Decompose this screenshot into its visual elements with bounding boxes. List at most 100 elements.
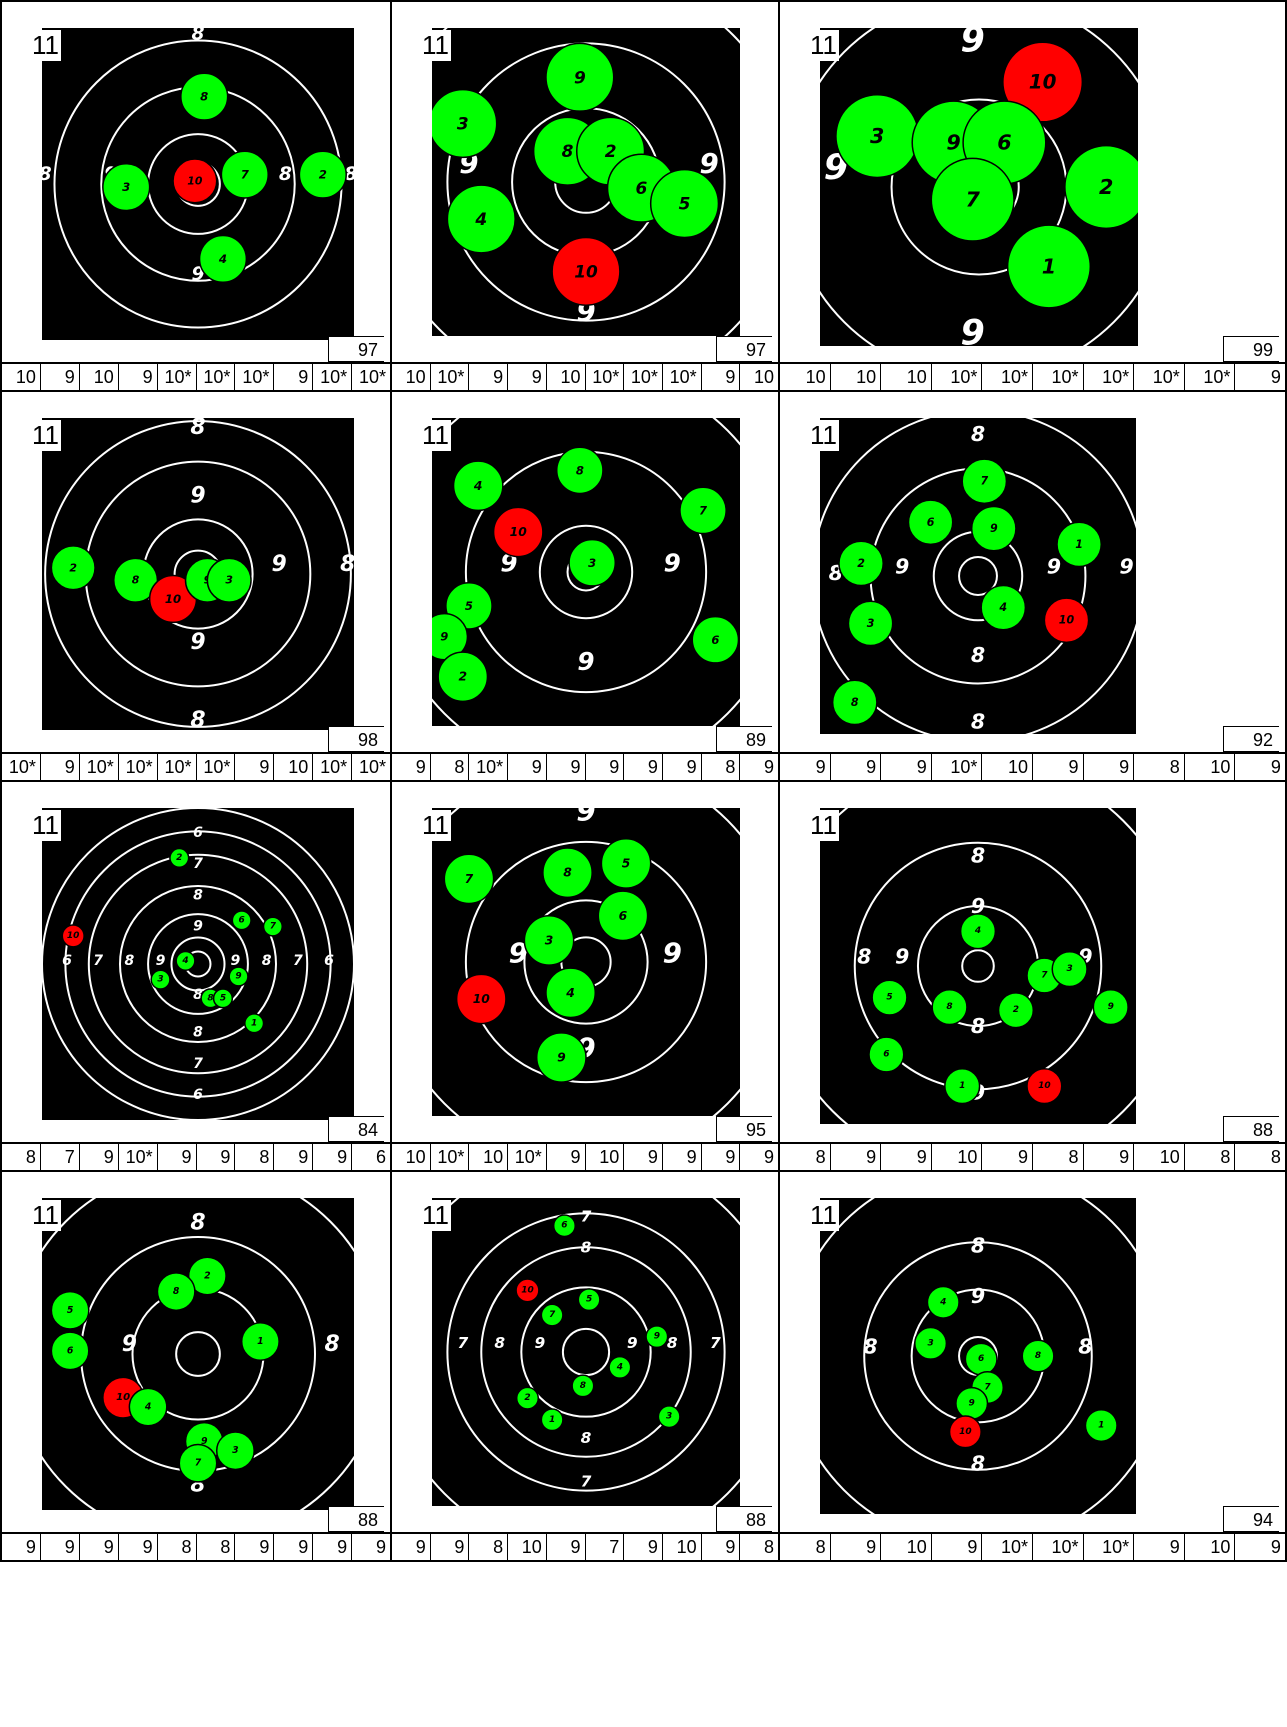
ring-number: 9 <box>895 945 909 969</box>
ring-number: 8 <box>190 415 205 440</box>
last-shot-hole <box>1043 597 1090 644</box>
shot-hole <box>930 157 1015 242</box>
shot-number: 2 <box>1099 175 1113 199</box>
ring-number: 6 <box>193 825 203 841</box>
ring-number: 8 <box>581 1238 592 1256</box>
series-score: 88 <box>328 1506 384 1532</box>
shot-value: 10* <box>1033 1534 1084 1560</box>
target-card: 8989989473582961101188899109891088 <box>780 782 1287 1172</box>
scoring-ring <box>958 556 998 596</box>
shot-value: 9 <box>702 364 741 390</box>
series-score: 97 <box>328 336 384 362</box>
shot-hole <box>535 1032 587 1083</box>
shot-hole <box>1006 224 1092 309</box>
series-label: 11 <box>30 1200 61 1231</box>
shot-value: 8 <box>702 754 741 780</box>
shot-number: 1 <box>1042 255 1056 279</box>
shot-hole <box>931 988 968 1026</box>
shot-number: 4 <box>181 956 188 966</box>
shot-value: 10* <box>158 364 197 390</box>
ring-number: 9 <box>960 21 984 61</box>
shot-value: 9 <box>780 754 831 780</box>
shot-number: 6 <box>239 915 245 925</box>
shot-hole <box>691 615 740 664</box>
ring-number: 7 <box>581 1472 592 1490</box>
shot-hole <box>298 150 347 199</box>
shot-number: 10 <box>473 992 491 1006</box>
series-label: 11 <box>30 810 61 841</box>
scoring-ring <box>464 840 708 1084</box>
shot-value: 9 <box>764 1147 775 1167</box>
ring-number: 9 <box>272 552 287 577</box>
shot-number: 5 <box>586 1295 592 1305</box>
series-label: 11 <box>420 810 451 841</box>
shot-value: 10 <box>780 364 831 390</box>
series-score: 84 <box>328 1116 384 1142</box>
shot-value: 9 <box>158 1144 197 1170</box>
shot-hole <box>178 1443 218 1483</box>
ring-number: 8 <box>193 887 203 903</box>
target-card: 8889988310724119710910910*10*10*910*10* <box>0 0 392 392</box>
shot-hole <box>515 1386 540 1410</box>
shot-number: 10 <box>521 1285 534 1295</box>
shot-value: 9 <box>1134 1534 1185 1560</box>
shot-number: 9 <box>440 630 448 644</box>
shot-number: 9 <box>201 1436 208 1447</box>
shot-value: 9 <box>547 1534 586 1560</box>
shot-hole <box>540 1303 564 1327</box>
shot-number: 9 <box>574 67 586 87</box>
shot-hole <box>128 1387 168 1427</box>
shot-number: 3 <box>225 574 233 587</box>
shot-hole <box>970 505 1017 552</box>
shot-value: 10 <box>2 364 41 390</box>
shot-value: 8 <box>1134 754 1185 780</box>
ring-number: 9 <box>960 313 984 353</box>
shot-value: 10* <box>313 754 353 780</box>
shot-hole <box>980 584 1027 631</box>
shot-number: 8 <box>1035 1351 1041 1361</box>
shot-value: 10* <box>2 754 41 780</box>
shot-value: 9 <box>313 1534 353 1560</box>
ring-number: 8 <box>190 708 205 733</box>
ring-number: 9 <box>534 1334 545 1352</box>
shot-hole <box>231 910 252 931</box>
ring-number: 9 <box>122 1332 137 1357</box>
shot-value: 10* <box>1033 364 1084 390</box>
shot-value: 9 <box>702 1144 741 1170</box>
shot-number: 5 <box>886 993 892 1003</box>
series-score: 99 <box>1223 336 1279 362</box>
shot-value: 8 <box>197 1534 236 1560</box>
shot-hole <box>1064 144 1138 230</box>
target-card: 9 9 9 9 7 8 5 6 3 4 10 9 11 95 10 10* 10 10* 9 10 9 9 9 9 <box>392 782 780 1172</box>
shot-number: 2 <box>204 1271 211 1282</box>
shot-value: 9 <box>547 1144 586 1170</box>
shot-number: 6 <box>636 178 648 198</box>
scoring-ring <box>87 853 309 1075</box>
shot-value: 10* <box>624 364 663 390</box>
ring-number: 8 <box>863 1335 877 1359</box>
shot-value: 9 <box>1270 367 1281 387</box>
shot-value: 10 <box>547 364 586 390</box>
shot-number: 3 <box>122 180 130 194</box>
shot-value: 8 <box>2 1144 41 1170</box>
shot-value: 10 <box>1185 754 1236 780</box>
shot-value: 8 <box>1033 1144 1084 1170</box>
shot-hole <box>577 1288 601 1312</box>
scoring-ring <box>64 830 332 1098</box>
shot-hole <box>1051 951 1088 988</box>
shot-hole <box>198 234 248 284</box>
shot-value: 9 <box>663 1144 702 1170</box>
shot-number: 3 <box>588 556 596 570</box>
shot-value: 9 <box>1084 754 1135 780</box>
shot-values-row: 8 7 9 10* 9 9 8 9 9 6 <box>2 1142 390 1170</box>
shot-value: 9 <box>1033 754 1084 780</box>
shot-number: 5 <box>67 1305 74 1316</box>
shot-number: 2 <box>319 168 327 182</box>
shot-number: 1 <box>1075 538 1083 551</box>
scoring-ring <box>480 1246 692 1458</box>
shot-number: 8 <box>563 866 572 880</box>
shot-number: 3 <box>870 124 884 148</box>
shot-value: 10* <box>313 364 353 390</box>
